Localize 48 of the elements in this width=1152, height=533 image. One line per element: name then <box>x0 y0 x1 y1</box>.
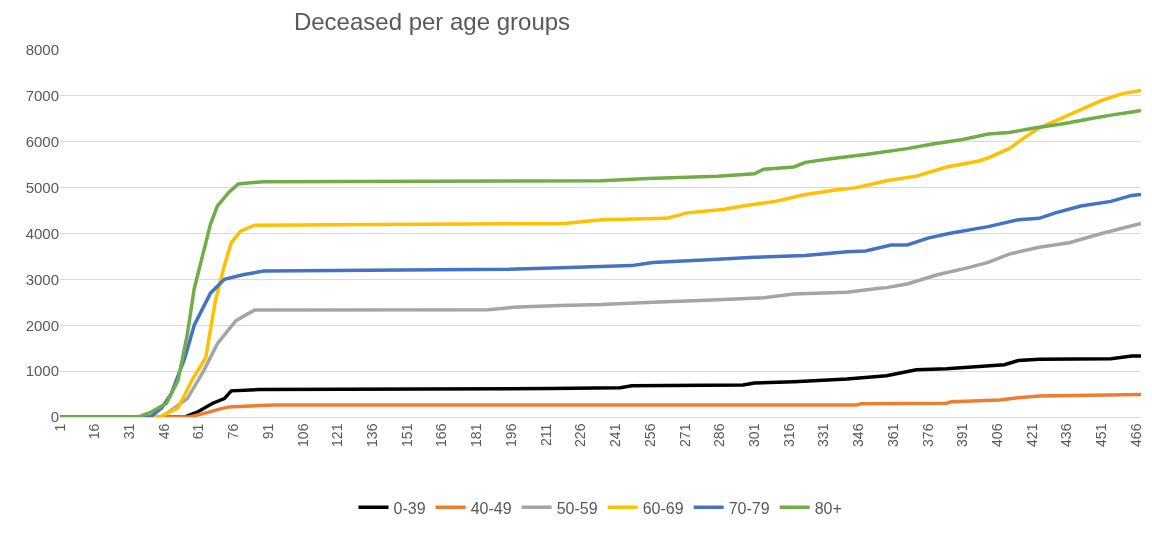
x-tick-label: 61 <box>190 423 207 440</box>
y-tick-label: 4000 <box>25 224 59 242</box>
legend-label: 40-49 <box>470 499 512 517</box>
x-tick-label: 256 <box>641 423 658 447</box>
x-tick-label: 46 <box>155 423 172 440</box>
y-tick-label: 7000 <box>25 87 59 105</box>
legend-label: 50-59 <box>556 499 598 517</box>
x-tick-label: 31 <box>120 423 137 440</box>
x-tick-label: 271 <box>676 423 693 447</box>
x-tick-label: 166 <box>433 423 450 447</box>
x-tick-label: 376 <box>919 423 936 447</box>
x-tick-label: 346 <box>850 423 867 447</box>
x-tick-label: 16 <box>86 423 103 440</box>
legend-label: 60-69 <box>642 499 684 517</box>
x-tick-label: 331 <box>815 423 832 447</box>
x-tick-label: 76 <box>225 423 242 440</box>
x-tick-label: 451 <box>1093 423 1110 447</box>
x-tick-label: 241 <box>607 423 624 447</box>
x-tick-label: 436 <box>1058 423 1075 447</box>
legend-label: 0-39 <box>393 499 426 517</box>
x-tick-label: 316 <box>780 423 797 447</box>
chart-title: Deceased per age groups <box>293 8 571 36</box>
y-tick-label: 2000 <box>25 316 59 334</box>
y-tick-label: 6000 <box>25 133 59 150</box>
x-tick-label: 211 <box>537 423 554 446</box>
x-tick-label: 106 <box>294 423 311 447</box>
x-tick-label: 391 <box>954 423 971 447</box>
y-tick-label: 8000 <box>25 41 59 59</box>
x-tick-label: 421 <box>1023 423 1040 447</box>
x-tick-label: 121 <box>329 423 346 447</box>
x-tick-label: 91 <box>259 423 276 440</box>
legend-label: 70-79 <box>728 499 770 517</box>
y-tick-label: 5000 <box>25 178 59 196</box>
x-tick-label: 151 <box>398 423 415 447</box>
x-tick-label: 226 <box>572 423 589 447</box>
x-tick-label: 196 <box>502 423 519 447</box>
x-tick-label: 181 <box>468 423 485 447</box>
x-tick-label: 1 <box>51 423 68 432</box>
x-tick-label: 406 <box>989 423 1006 447</box>
y-tick-label: 0 <box>50 408 59 426</box>
legend-label: 80+ <box>814 499 842 517</box>
y-tick-label: 3000 <box>25 270 59 288</box>
x-tick-label: 361 <box>884 423 901 447</box>
x-tick-label: 136 <box>364 423 381 447</box>
x-tick-label: 301 <box>745 423 762 447</box>
y-tick-label: 1000 <box>25 362 59 380</box>
x-tick-label: 466 <box>1127 423 1144 447</box>
x-tick-label: 286 <box>711 423 728 447</box>
